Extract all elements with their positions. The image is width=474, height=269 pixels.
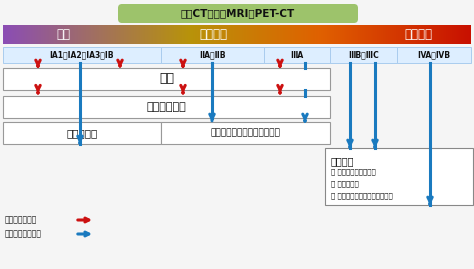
Bar (161, 47, 264, 63)
Text: ⅡA・ⅡB: ⅡA・ⅡB (199, 51, 226, 59)
Bar (397, 47, 471, 63)
Text: 手術できない場合: 手術できない場合 (5, 229, 42, 239)
FancyBboxPatch shape (118, 4, 358, 23)
Text: 胸部CT，頭部MRI，PET-CT: 胸部CT，頭部MRI，PET-CT (181, 9, 295, 19)
Text: ・ 免疫チェックポイント阻害薬: ・ 免疫チェックポイント阻害薬 (331, 192, 393, 199)
Bar (264, 47, 330, 63)
Bar (161, 122, 330, 144)
Text: 放射線療法: 放射線療法 (66, 128, 98, 138)
Text: ・ 分子標的薬: ・ 分子標的薬 (331, 180, 359, 187)
Text: 薬物療法: 薬物療法 (331, 156, 355, 166)
Text: IA1・IA2・IA3・IB: IA1・IA2・IA3・IB (50, 51, 114, 59)
Text: 遠隔転移: 遠隔転移 (404, 28, 432, 41)
Text: ⅣA・ⅣB: ⅣA・ⅣB (418, 51, 450, 59)
Text: 局所進展: 局所進展 (199, 28, 227, 41)
Text: ・ 細胞障害性抗がん剤: ・ 細胞障害性抗がん剤 (331, 168, 376, 175)
Text: 限局: 限局 (56, 28, 70, 41)
Bar (3, 122, 161, 144)
Bar (3, 96, 330, 118)
Text: ⅢA: ⅢA (291, 51, 304, 59)
Bar (325, 148, 473, 205)
Text: 化学放射線療法・放射線療法: 化学放射線療法・放射線療法 (210, 129, 281, 137)
Text: 術後化学療法: 術後化学療法 (146, 102, 186, 112)
Bar (3, 47, 161, 63)
Bar (3, 68, 330, 90)
Text: ⅢB・ⅢC: ⅢB・ⅢC (348, 51, 379, 59)
Text: 手術: 手術 (159, 73, 174, 86)
Bar (330, 47, 397, 63)
Text: 手術できる場合: 手術できる場合 (5, 215, 37, 225)
